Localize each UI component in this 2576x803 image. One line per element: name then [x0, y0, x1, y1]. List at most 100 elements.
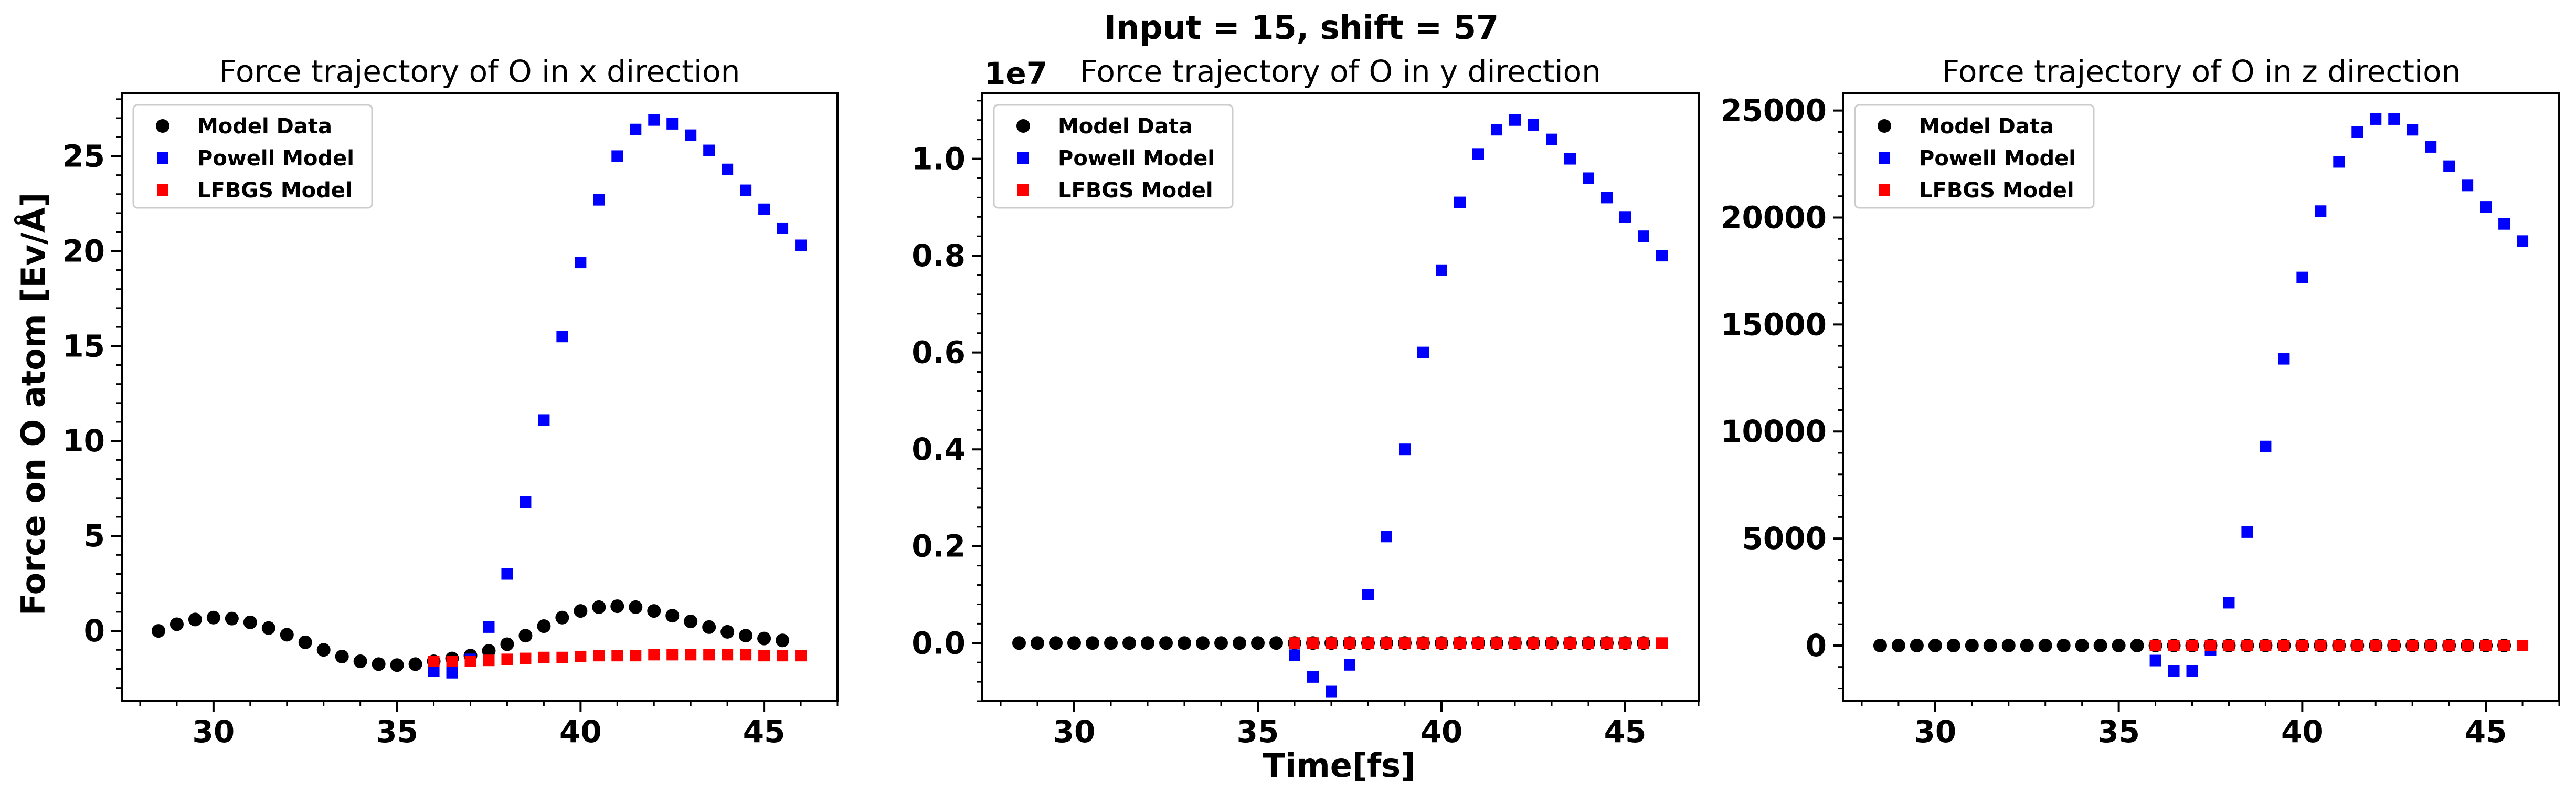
y-tick-label: 15000 — [1721, 307, 1827, 342]
lfbgs-data-point — [446, 656, 458, 668]
lfbgs-data-point — [740, 649, 752, 661]
model-data-point — [261, 621, 275, 635]
powell-data-point — [1289, 649, 1300, 661]
model-data-point — [482, 644, 496, 658]
lfbgs-data-point — [464, 656, 476, 668]
legend-label: Model Data — [1058, 114, 1193, 139]
y-tick-label: 1.0 — [911, 141, 966, 177]
y-tick-label: 25000 — [1721, 93, 1827, 129]
model-data-point — [2038, 638, 2052, 652]
x-axis-label: Time[fs] — [1263, 746, 1416, 785]
lfbgs-data-point — [630, 650, 642, 662]
powell-data-point — [538, 414, 550, 426]
x-tick-label: 30 — [1914, 714, 1957, 749]
powell-data-point — [2517, 235, 2529, 247]
model-data-point — [610, 599, 624, 614]
legend-marker-model-data — [156, 119, 169, 133]
panel-title: Force trajectory of O in z direction — [1942, 54, 2461, 89]
powell-data-point — [1601, 192, 1613, 204]
powell-data-point — [483, 621, 495, 633]
powell-data-point — [2370, 113, 2382, 125]
lfbgs-data-point — [666, 649, 679, 661]
powell-data-point — [1326, 685, 1337, 698]
legend-label: LFBGS Model — [197, 178, 353, 203]
model-data-point — [1946, 638, 1960, 652]
legend-marker-model-data — [1016, 119, 1030, 133]
y-tick-label: 0 — [1806, 628, 1827, 663]
model-data-point — [1251, 636, 1265, 650]
model-data-point — [1086, 636, 1099, 650]
panel-x-direction: Force trajectory of O in x direction 30 35… — [62, 54, 839, 749]
lfbgs-data-point — [1509, 637, 1521, 649]
lfbgs-data-point — [593, 650, 605, 662]
model-data-point — [1122, 636, 1136, 650]
model-data-point — [1928, 638, 1942, 652]
model-data-point — [1049, 636, 1063, 650]
legend-box — [1854, 104, 2095, 209]
powell-data-point — [1583, 172, 1594, 184]
model-data-point — [629, 600, 643, 614]
lfbgs-data-point — [1619, 637, 1631, 649]
powell-data-point — [1509, 114, 1521, 126]
lfbgs-data-point — [1436, 637, 1447, 649]
model-data-point — [188, 612, 202, 627]
powell-data-point — [2278, 353, 2290, 365]
model-data-point — [1983, 638, 1997, 652]
lfbgs-data-point — [1289, 637, 1300, 649]
lfbgs-data-point — [1564, 637, 1576, 649]
powell-data-point — [703, 144, 715, 156]
model-data-point — [684, 615, 698, 629]
powell-data-point — [648, 114, 660, 126]
panel-title: Force trajectory of O in y direction — [1080, 54, 1601, 89]
powell-data-point — [2149, 654, 2161, 667]
powell-data-point — [2407, 124, 2419, 136]
legend-label: Powell Model — [1058, 146, 1215, 171]
axes-frame — [121, 92, 839, 702]
lfbgs-data-point — [1454, 637, 1466, 649]
model-data-point — [206, 610, 220, 625]
y-tick-label: 20000 — [1721, 199, 1827, 235]
lfbgs-data-point — [2333, 639, 2345, 651]
y-tick-label: 0.2 — [911, 529, 966, 564]
model-data-point — [1269, 636, 1283, 650]
lfbgs-data-point — [2296, 639, 2308, 651]
model-data-point — [335, 649, 349, 663]
model-data-point — [2020, 638, 2034, 652]
axes-frame — [1842, 92, 2560, 702]
model-data-point — [574, 604, 588, 618]
powell-data-point — [2388, 113, 2400, 125]
powell-data-point — [2480, 201, 2492, 213]
x-tick-label: 45 — [743, 714, 786, 749]
y-tick-label: 5 — [84, 518, 105, 554]
lfbgs-data-point — [2186, 639, 2198, 651]
x-tick-label: 45 — [1604, 714, 1647, 749]
legend-marker-powell — [157, 152, 168, 164]
y-offset-text: 1e7 — [984, 56, 1047, 91]
powell-data-point — [1528, 119, 1539, 131]
legend-marker-lfbgs — [157, 184, 168, 196]
powell-data-point — [1491, 124, 1502, 136]
y-tick-label: 10 — [62, 423, 105, 459]
powell-data-point — [1638, 230, 1649, 242]
model-data-point — [739, 629, 753, 643]
lfbgs-data-point — [2480, 639, 2492, 651]
powell-data-point — [2223, 597, 2235, 609]
model-data-point — [1031, 636, 1044, 650]
model-data-point — [151, 624, 165, 638]
model-data-point — [776, 633, 790, 648]
powell-data-point — [795, 239, 807, 251]
model-data-point — [1067, 636, 1081, 650]
model-data-point — [1141, 636, 1154, 650]
lfbgs-data-point — [2498, 639, 2510, 651]
x-tick-label: 35 — [1237, 714, 1279, 749]
lfbgs-data-point — [1546, 637, 1557, 649]
lfbgs-data-point — [1638, 637, 1649, 649]
panel-y-direction: Force trajectory of O in y direction 1e7 3… — [911, 54, 1700, 749]
lfbgs-data-point — [722, 649, 734, 661]
y-tick-label: 15 — [62, 328, 105, 364]
powell-data-point — [2425, 141, 2437, 153]
powell-data-point — [1362, 589, 1374, 601]
model-data-point — [353, 654, 367, 669]
powell-data-point — [1656, 250, 1668, 262]
